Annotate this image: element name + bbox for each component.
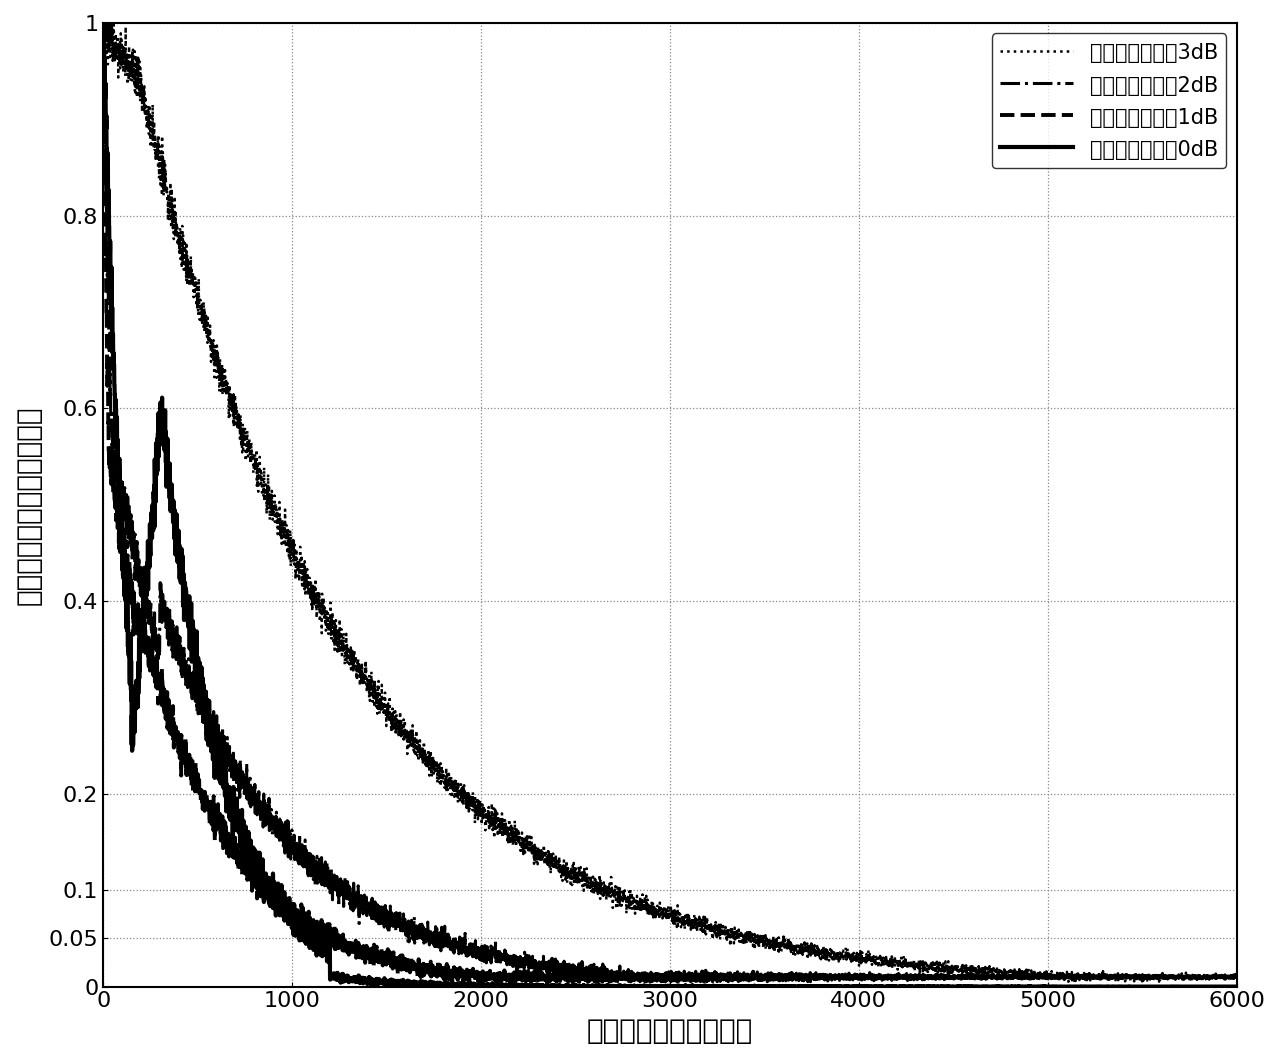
Line: 自干扰信道衰减3dB: 自干扰信道衰减3dB [104,6,1236,982]
Legend: 自干扰信道衰减3dB, 自干扰信道衰减2dB, 自干扰信道衰减1dB, 自干扰信道衰减0dB: 自干扰信道衰减3dB, 自干扰信道衰减2dB, 自干扰信道衰减1dB, 自干扰信… [992,34,1226,169]
自干扰信道衰减0dB [1220,980,1235,993]
Line: 自干扰信道衰减0dB: 自干扰信道衰减0dB [104,0,1236,987]
自干扰信道衰减2dB [1220,971,1235,984]
自干扰信道衰减0dB [365,974,380,987]
自干扰信道衰减3dB [604,883,620,896]
自干扰信道衰减2dB [522,962,538,975]
自干扰信道衰减3dB [524,844,539,856]
自干扰信道衰减1dB [96,20,111,33]
自干扰信道衰减3dB [358,684,374,696]
自干扰信道衰减2dB [603,965,618,977]
自干扰信道衰减3dB [1220,969,1235,982]
Line: 自干扰信道衰减1dB: 自干扰信道衰减1dB [104,26,1236,982]
自干扰信道衰减1dB [456,975,471,988]
自干扰信道衰减1dB [524,973,539,986]
自干扰信道衰减1dB [604,971,620,984]
自干扰信道衰减2dB [1229,971,1244,984]
自干扰信道衰减3dB [96,0,111,13]
自干扰信道衰减3dB [371,674,387,687]
自干扰信道衰减1dB [358,939,374,952]
X-axis label: 自适应滤波器更新时间: 自适应滤波器更新时间 [586,1017,753,1045]
自干扰信道衰减3dB [365,683,380,695]
自干扰信道衰减2dB [365,909,380,922]
自干扰信道衰减3dB [1229,972,1244,985]
自干扰信道衰减1dB [1220,971,1235,984]
自干扰信道衰减2dB [371,913,387,925]
自干扰信道衰减0dB [1229,980,1244,993]
自干扰信道衰减0dB [524,980,539,993]
自干扰信道衰减1dB [365,941,380,954]
自干扰信道衰减2dB [604,975,620,988]
自干扰信道衰减0dB [394,980,410,993]
自干扰信道衰减0dB [604,979,620,992]
Line: 自干扰信道衰减2dB: 自干扰信道衰减2dB [104,24,1236,982]
自干扰信道衰减1dB [371,956,387,969]
自干扰信道衰减2dB [96,18,111,31]
自干扰信道衰减2dB [358,903,374,916]
自干扰信道衰减1dB [1229,970,1244,983]
自干扰信道衰减3dB [96,32,111,45]
Y-axis label: 自反馈信道归一化估计误差: 自反馈信道归一化估计误差 [15,405,44,604]
自干扰信道衰减3dB [1061,975,1076,988]
自干扰信道衰减0dB [371,977,387,990]
自干扰信道衰减0dB [358,973,374,986]
自干扰信道衰减0dB [96,0,111,6]
